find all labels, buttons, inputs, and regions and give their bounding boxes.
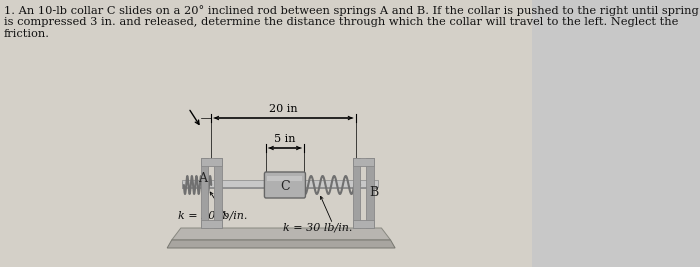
Bar (183, 182, 379, 189)
Polygon shape (167, 240, 395, 248)
Text: 20 in: 20 in (269, 104, 298, 114)
Text: 1. An 10-lb collar C slides on a 20° inclined rod between springs A and B. If th: 1. An 10-lb collar C slides on a 20° inc… (4, 5, 700, 39)
Text: C: C (280, 180, 290, 194)
Bar (353, 158, 360, 228)
Text: 5 in: 5 in (274, 134, 295, 144)
Bar (214, 158, 222, 228)
Bar (201, 220, 222, 228)
Bar (201, 158, 208, 228)
Text: A: A (197, 172, 206, 185)
Text: k = 20 lb/in.: k = 20 lb/in. (178, 210, 247, 220)
Bar (366, 158, 374, 228)
Bar (353, 220, 374, 228)
FancyBboxPatch shape (265, 172, 305, 198)
Text: B: B (369, 186, 379, 199)
Bar (183, 180, 379, 187)
Polygon shape (172, 228, 391, 240)
Bar (201, 158, 222, 166)
Bar (353, 158, 374, 166)
Text: k = 30 lb/in.: k = 30 lb/in. (283, 223, 352, 233)
Bar (267, 176, 302, 181)
